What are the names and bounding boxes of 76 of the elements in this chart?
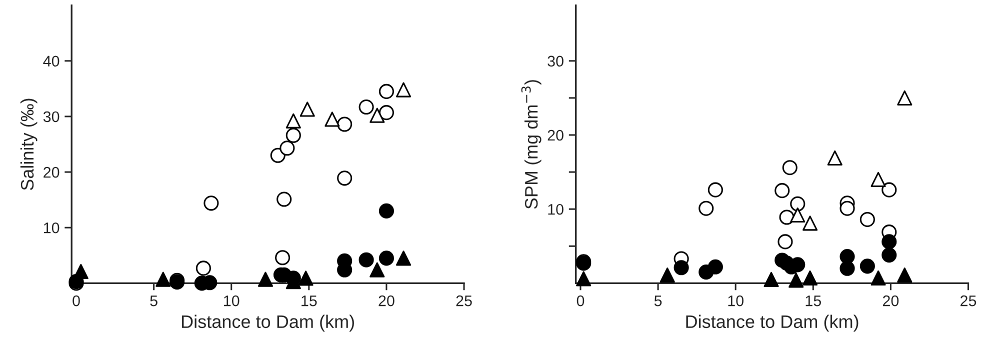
y-tick-label: 10 bbox=[548, 204, 564, 215]
point bbox=[870, 172, 886, 187]
x-tick-label: 20 bbox=[378, 295, 394, 306]
point bbox=[378, 203, 394, 218]
point bbox=[324, 112, 340, 127]
point bbox=[300, 102, 315, 117]
point bbox=[897, 90, 912, 106]
point bbox=[396, 82, 412, 98]
point bbox=[802, 216, 818, 231]
point bbox=[298, 270, 314, 286]
point bbox=[840, 200, 855, 216]
point bbox=[882, 234, 897, 250]
point bbox=[897, 268, 912, 283]
point bbox=[156, 272, 171, 287]
point bbox=[779, 210, 794, 225]
y-tick-label: 20 bbox=[548, 130, 564, 141]
point bbox=[660, 268, 675, 283]
y-axis-title: SPM (mg dm$^{−3}$) bbox=[521, 80, 542, 209]
point bbox=[708, 259, 723, 274]
point bbox=[275, 250, 290, 266]
point bbox=[882, 182, 897, 198]
point bbox=[370, 108, 385, 123]
y-axis-title: Salinity (‰) bbox=[20, 98, 38, 190]
y-tick-label: 10 bbox=[44, 222, 60, 234]
x-tick-label: 0 bbox=[576, 295, 584, 306]
point bbox=[802, 270, 818, 286]
x-tick-label: 20 bbox=[882, 295, 899, 306]
point bbox=[870, 270, 886, 286]
y-tick-label: 40 bbox=[43, 56, 60, 67]
point bbox=[576, 271, 592, 286]
x-tick-label: 5 bbox=[150, 296, 158, 306]
x-axis-title: Distance to Dam (km) bbox=[182, 314, 354, 332]
point bbox=[358, 99, 374, 115]
point bbox=[196, 260, 211, 276]
point bbox=[337, 116, 352, 132]
x-tick-label: 25 bbox=[960, 295, 976, 306]
point bbox=[378, 250, 394, 266]
y-tick-label: 20 bbox=[44, 166, 60, 178]
point bbox=[204, 196, 219, 211]
point bbox=[358, 252, 374, 268]
point bbox=[276, 192, 292, 207]
point bbox=[698, 200, 714, 216]
point bbox=[860, 212, 875, 228]
x-tick-label: 5 bbox=[654, 296, 662, 306]
point bbox=[337, 170, 352, 186]
x-tick-label: 10 bbox=[224, 295, 240, 306]
point bbox=[674, 260, 689, 276]
x-tick-label: 25 bbox=[456, 295, 472, 306]
point bbox=[882, 248, 897, 263]
point bbox=[774, 183, 790, 198]
point bbox=[790, 207, 806, 223]
point bbox=[788, 272, 804, 288]
x-tick-label: 0 bbox=[72, 295, 80, 306]
point bbox=[708, 182, 723, 198]
x-axis-title: Distance to Dam (km) bbox=[686, 314, 858, 332]
x-tick-label: 15 bbox=[806, 296, 822, 306]
point bbox=[280, 140, 295, 156]
point bbox=[396, 250, 412, 266]
point bbox=[827, 150, 842, 166]
y-tick-label: 30 bbox=[548, 56, 564, 67]
x-tick-label: 10 bbox=[728, 295, 744, 306]
point bbox=[286, 128, 301, 143]
point bbox=[778, 234, 793, 250]
x-tick-label: 15 bbox=[302, 296, 317, 306]
y-tick-label: 30 bbox=[43, 111, 60, 122]
point bbox=[840, 260, 855, 276]
point bbox=[73, 264, 88, 280]
point bbox=[860, 258, 875, 274]
point bbox=[370, 262, 385, 278]
point bbox=[782, 160, 798, 176]
point bbox=[258, 272, 274, 287]
point bbox=[790, 196, 806, 212]
point bbox=[286, 113, 301, 128]
point bbox=[378, 84, 394, 99]
point bbox=[764, 272, 779, 288]
point bbox=[378, 105, 394, 120]
